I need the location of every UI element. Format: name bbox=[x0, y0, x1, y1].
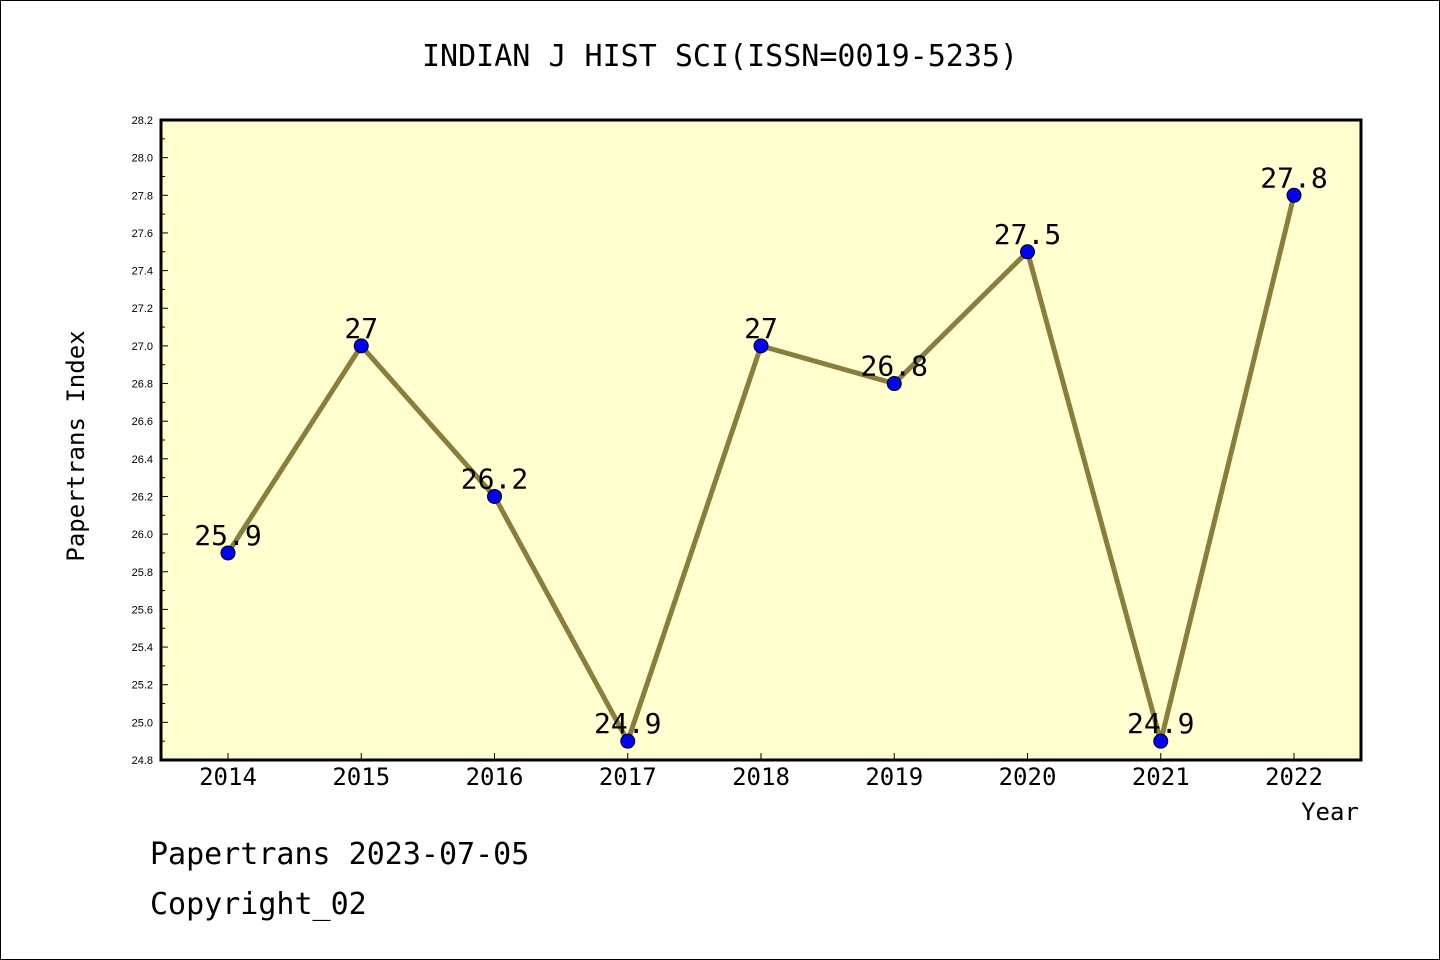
y-tick-label: 27.2 bbox=[132, 303, 153, 315]
data-point bbox=[1286, 187, 1302, 203]
data-label: 24.9 bbox=[594, 707, 661, 740]
y-tick-label: 28.0 bbox=[132, 153, 153, 165]
x-axis-label: Year bbox=[1301, 798, 1359, 826]
y-tick-label: 26.4 bbox=[132, 454, 153, 466]
x-tick-label: 2022 bbox=[1265, 763, 1323, 791]
footer-copyright: Copyright_02 bbox=[150, 887, 367, 922]
data-label: 26.8 bbox=[861, 350, 928, 383]
data-label: 27.8 bbox=[1260, 161, 1327, 194]
x-tick-label: 2018 bbox=[732, 763, 790, 791]
data-labels: 25.9 27 26.2 24.9 27 26.8 27.5 24.9 27.8 bbox=[194, 161, 1327, 740]
x-tick-label: 2014 bbox=[199, 763, 257, 791]
data-point bbox=[487, 488, 502, 504]
x-tick-label: 2019 bbox=[865, 763, 923, 791]
y-axis: 24.8 25.0 25.2 25.4 25.6 25.8 26.0 26.2 26.4 26.6… bbox=[132, 115, 168, 767]
data-point bbox=[886, 376, 902, 392]
data-point bbox=[620, 733, 636, 749]
data-point bbox=[220, 545, 236, 561]
y-tick-label: 26.6 bbox=[132, 416, 153, 428]
y-tick-label: 25.2 bbox=[132, 680, 153, 692]
plot-area bbox=[159, 118, 1363, 762]
data-point bbox=[353, 338, 369, 354]
y-tick-label: 26.2 bbox=[132, 491, 153, 503]
footer-date: Papertrans 2023-07-05 bbox=[150, 837, 529, 872]
data-label: 27 bbox=[744, 312, 778, 345]
data-label: 24.9 bbox=[1127, 707, 1194, 740]
y-tick-label: 27.8 bbox=[132, 190, 153, 202]
data-label: 27 bbox=[344, 312, 378, 345]
data-point bbox=[1153, 733, 1169, 749]
y-tick-label: 25.6 bbox=[132, 604, 153, 616]
y-tick-label: 27.0 bbox=[132, 341, 153, 353]
x-tick-label: 2017 bbox=[599, 763, 657, 791]
y-tick-label: 27.4 bbox=[132, 266, 153, 278]
data-point bbox=[753, 338, 769, 354]
y-tick-label: 27.6 bbox=[132, 228, 153, 240]
data-label: 25.9 bbox=[194, 519, 261, 552]
y-tick-label: 25.4 bbox=[132, 642, 153, 654]
chart-title: INDIAN J HIST SCI(ISSN=0019-5235) bbox=[422, 39, 1018, 74]
x-axis: 2014 2015 2016 2017 2018 2019 2020 2021 2022 bbox=[199, 753, 1323, 791]
y-axis-label: Papertrans Index bbox=[62, 330, 90, 561]
data-label: 26.2 bbox=[461, 462, 528, 495]
y-tick-label: 28.2 bbox=[132, 115, 153, 127]
y-tick-label: 26.0 bbox=[132, 529, 153, 541]
y-tick-label: 24.8 bbox=[132, 755, 153, 767]
x-tick-label: 2021 bbox=[1132, 763, 1190, 791]
x-tick-label: 2016 bbox=[466, 763, 524, 791]
data-point bbox=[1020, 244, 1035, 260]
y-tick-label: 25.0 bbox=[132, 717, 153, 729]
series-markers bbox=[220, 187, 1302, 749]
x-tick-label: 2015 bbox=[332, 763, 390, 791]
y-tick-label: 26.8 bbox=[132, 379, 153, 391]
x-tick-label: 2020 bbox=[999, 763, 1057, 791]
y-tick-label: 25.8 bbox=[132, 567, 153, 579]
data-label: 27.5 bbox=[994, 218, 1061, 251]
